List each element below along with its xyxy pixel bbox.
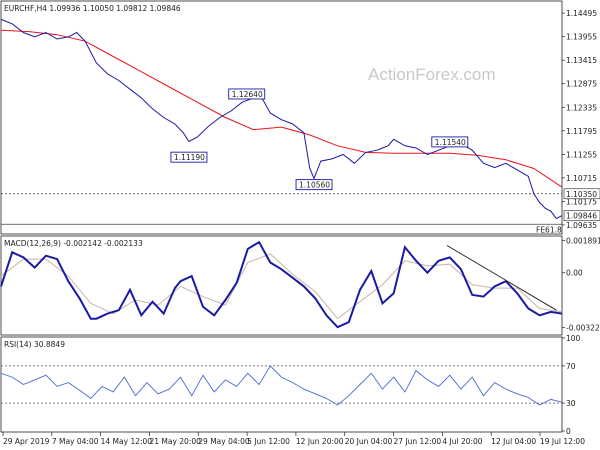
x-tick-label: 29 May 04:00 <box>198 437 250 446</box>
macd-trendline <box>446 245 557 311</box>
x-tick-label: 5 Jun 12:00 <box>247 437 290 446</box>
y-tick-label: 1.10175 <box>566 197 597 206</box>
y-tick-label: 1.12335 <box>566 103 597 112</box>
annotation-label: 1.12640 <box>232 90 263 99</box>
y-tick-label: 0 <box>566 427 571 436</box>
x-tick-label: 7 May 04:00 <box>52 437 99 446</box>
rsi-panel-frame <box>0 336 563 433</box>
y-tick-label: 1.13955 <box>566 33 597 42</box>
price-panel-title: EURCHF,H4 1.09936 1.10050 1.09812 1.0984… <box>4 4 181 13</box>
annotation-box <box>295 179 333 191</box>
rsi-axis-ticks: 100 70 30 0 <box>1 334 581 436</box>
y-tick-label: 0.00 <box>566 269 583 278</box>
price-series-line <box>0 18 563 220</box>
price-tags: 1.10350 1.09846 <box>563 188 600 222</box>
x-tick-label: 19 Jul 12:00 <box>540 437 585 446</box>
annotation-label: 1.10560 <box>299 181 330 190</box>
price-panel-frame <box>0 0 563 235</box>
y-tick-label: 1.12875 <box>566 80 597 89</box>
price-annotations: 1.11190 1.12640 1.10560 1.11540 <box>170 88 469 191</box>
x-tick-label: 12 Jun 20:00 <box>296 437 344 446</box>
support-tag-text: 1.10350 <box>566 190 597 199</box>
watermark: ActionForex.com <box>368 65 496 84</box>
x-tick-label: 21 May 20:00 <box>149 437 201 446</box>
macd-panel-title: MACD(12,26,9) -0.002142 -0.002133 <box>4 239 143 248</box>
fib-label: FE61.8 <box>536 225 562 234</box>
y-tick-label: 1.09635 <box>566 221 597 230</box>
macd-axis-ticks: 0.001891 0.00 -0.003228 <box>562 237 600 333</box>
x-tick-label: 27 Jun 12:00 <box>394 437 442 446</box>
x-tick-label: 14 May 12:00 <box>101 437 153 446</box>
annotation-box <box>228 88 266 100</box>
price-axis-ticks: 1.14495 1.13955 1.13415 1.12875 1.12335 1.117… <box>562 9 597 230</box>
y-tick-label: 100 <box>566 334 581 343</box>
macd-line <box>0 240 563 329</box>
x-axis: 29 Apr 2019 7 May 04:00 14 May 12:0021 May… <box>2 432 585 446</box>
moving-average-line <box>0 29 563 188</box>
y-tick-label: 1.11255 <box>566 150 597 159</box>
y-tick-label: 1.13415 <box>566 56 597 65</box>
x-tick-label: 4 Jul 20:00 <box>442 437 482 446</box>
y-tick-label: 1.10715 <box>566 174 597 183</box>
y-tick-label: 30 <box>566 399 576 408</box>
y-tick-label: -0.003228 <box>566 324 600 333</box>
annotation-box <box>170 151 208 163</box>
rsi-panel-title: RSI(14) 30.8849 <box>4 340 65 349</box>
y-tick-label: 70 <box>566 362 576 371</box>
x-tick-label: 29 Apr 2019 <box>3 437 50 446</box>
annotation-box <box>431 136 469 148</box>
macd-signal-line <box>0 253 563 320</box>
current-price-tag-text: 1.09846 <box>566 212 597 221</box>
current-price-tag-box <box>563 210 600 222</box>
x-tick-label: 20 Jun 04:00 <box>345 437 393 446</box>
support-tag-box <box>563 188 600 200</box>
annotation-label: 1.11540 <box>435 138 466 147</box>
y-tick-label: 1.11795 <box>566 127 597 136</box>
rsi-line <box>0 365 563 406</box>
y-tick-label: 1.14495 <box>566 9 597 18</box>
y-tick-label: 0.001891 <box>566 237 600 246</box>
annotation-label: 1.11190 <box>174 153 205 162</box>
x-tick-label: 12 Jul 04:00 <box>491 437 536 446</box>
